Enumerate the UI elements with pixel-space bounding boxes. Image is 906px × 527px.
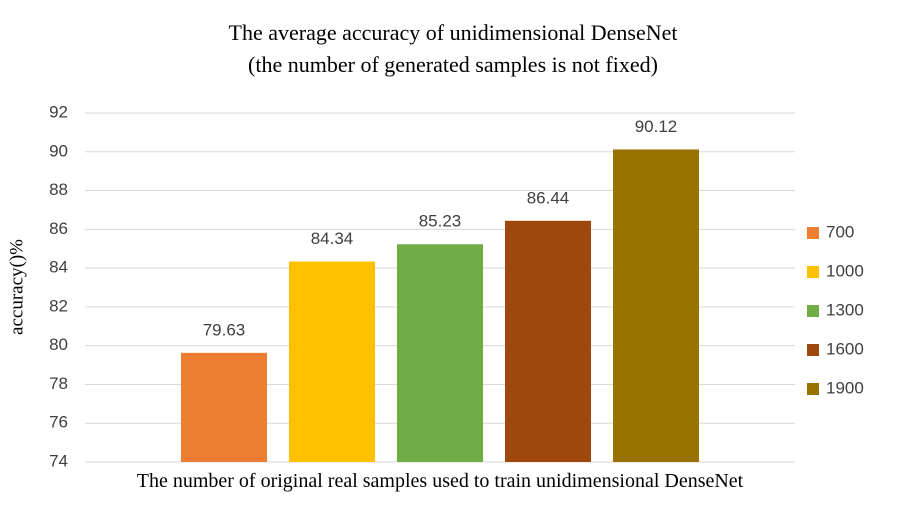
data-label: 85.23 — [419, 212, 462, 231]
legend-label: 1000 — [826, 261, 864, 280]
legend-swatch — [807, 383, 819, 395]
data-label: 84.34 — [311, 229, 354, 248]
bar — [505, 220, 591, 462]
bar — [289, 261, 375, 462]
y-tick-label: 86 — [49, 219, 68, 238]
x-axis-label: The number of original real samples used… — [136, 470, 744, 492]
y-tick-label: 76 — [49, 413, 68, 432]
data-label: 86.44 — [527, 188, 570, 207]
bar — [397, 244, 483, 462]
y-tick-label: 78 — [49, 374, 68, 393]
legend-swatch — [807, 227, 819, 239]
legend-label: 1600 — [826, 339, 864, 358]
y-tick-label: 84 — [49, 258, 68, 277]
legend-label: 1900 — [826, 378, 864, 397]
data-label: 90.12 — [635, 117, 678, 136]
bar — [613, 149, 699, 462]
y-tick-label: 74 — [49, 451, 68, 470]
chart-subtitle: (the number of generated samples is not … — [248, 52, 658, 77]
legend-swatch — [807, 266, 819, 278]
chart-title: The average accuracy of unidimensional D… — [229, 20, 678, 45]
legend-label: 700 — [826, 222, 854, 241]
bar — [181, 352, 267, 462]
legend-swatch — [807, 344, 819, 356]
legend-label: 1300 — [826, 300, 864, 319]
y-tick-label: 90 — [49, 141, 68, 160]
y-tick-label: 92 — [49, 102, 68, 121]
y-tick-label: 88 — [49, 180, 68, 199]
y-axis-label: accuracy()% — [6, 239, 27, 335]
legend-swatch — [807, 305, 819, 317]
data-label: 79.63 — [203, 320, 246, 339]
y-tick-label: 82 — [49, 296, 68, 315]
y-tick-label: 80 — [49, 335, 68, 354]
